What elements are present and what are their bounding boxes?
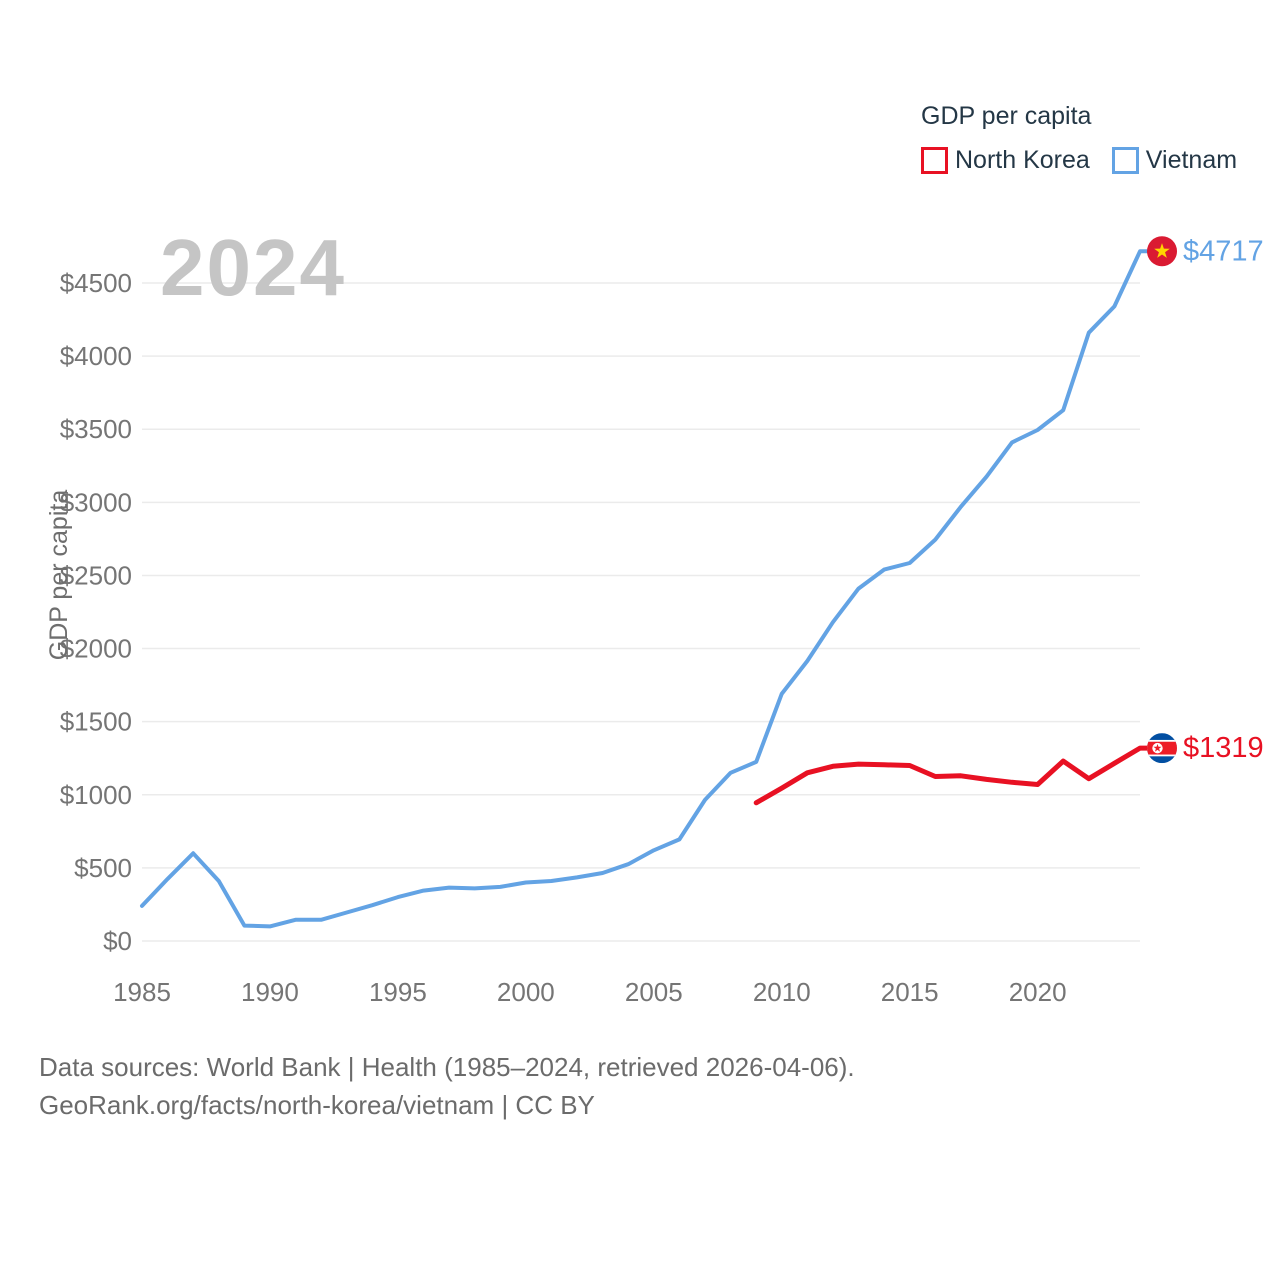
- y-tick-label: $3000: [60, 487, 132, 517]
- y-tick-label: $1000: [60, 780, 132, 810]
- y-tick-label: $3500: [60, 414, 132, 444]
- vietnam-line: [140, 249, 1151, 929]
- north-korea-swatch-icon: [921, 147, 948, 174]
- x-tick-label: 2015: [881, 977, 939, 1007]
- legend-label-north-korea: North Korea: [955, 146, 1090, 174]
- data-sources-text: Data sources: World Bank | Health (1985–…: [39, 1052, 855, 1082]
- y-tick-label: $2000: [60, 634, 132, 664]
- x-tick-label: 2000: [497, 977, 555, 1007]
- legend-title: GDP per capita: [921, 102, 1092, 130]
- legend-items: North Korea Vietnam: [921, 146, 1251, 175]
- vietnam-flag-icon: [1146, 236, 1177, 267]
- legend-item-vietnam[interactable]: Vietnam: [1111, 146, 1238, 175]
- y-tick-label: $500: [74, 853, 132, 883]
- x-tick-label: 1990: [241, 977, 299, 1007]
- y-axis-title: GDP per capita: [45, 489, 73, 661]
- legend-item-north-korea[interactable]: North Korea: [921, 146, 1090, 175]
- x-tick-label: 2005: [625, 977, 683, 1007]
- x-tick-label: 1995: [369, 977, 427, 1007]
- year-watermark: 2024: [160, 223, 346, 312]
- vietnam-swatch-icon: [1111, 147, 1139, 174]
- x-tick-label: 1985: [113, 977, 171, 1007]
- north-korea-end-value-label: $1319: [1183, 732, 1264, 764]
- legend: GDP per capita North Korea Vietnam: [921, 102, 1251, 175]
- y-tick-label: $2500: [60, 560, 132, 590]
- y-tick-label: $4000: [60, 341, 132, 371]
- footer: Data sources: World Bank | Health (1985–…: [39, 1048, 855, 1124]
- attribution-text: GeoRank.org/facts/north-korea/vietnam | …: [39, 1090, 595, 1120]
- vietnam-end-value-label: $4717: [1183, 235, 1264, 267]
- legend-label-vietnam: Vietnam: [1145, 146, 1238, 174]
- y-tick-label: $1500: [60, 707, 132, 737]
- y-tick-label: $0: [103, 926, 132, 956]
- x-tick-label: 2010: [753, 977, 811, 1007]
- x-tick-label: 2020: [1009, 977, 1067, 1007]
- north-korea-line: [753, 745, 1152, 806]
- north-korea-flag-icon: [1146, 733, 1177, 764]
- y-tick-label: $4500: [60, 268, 132, 298]
